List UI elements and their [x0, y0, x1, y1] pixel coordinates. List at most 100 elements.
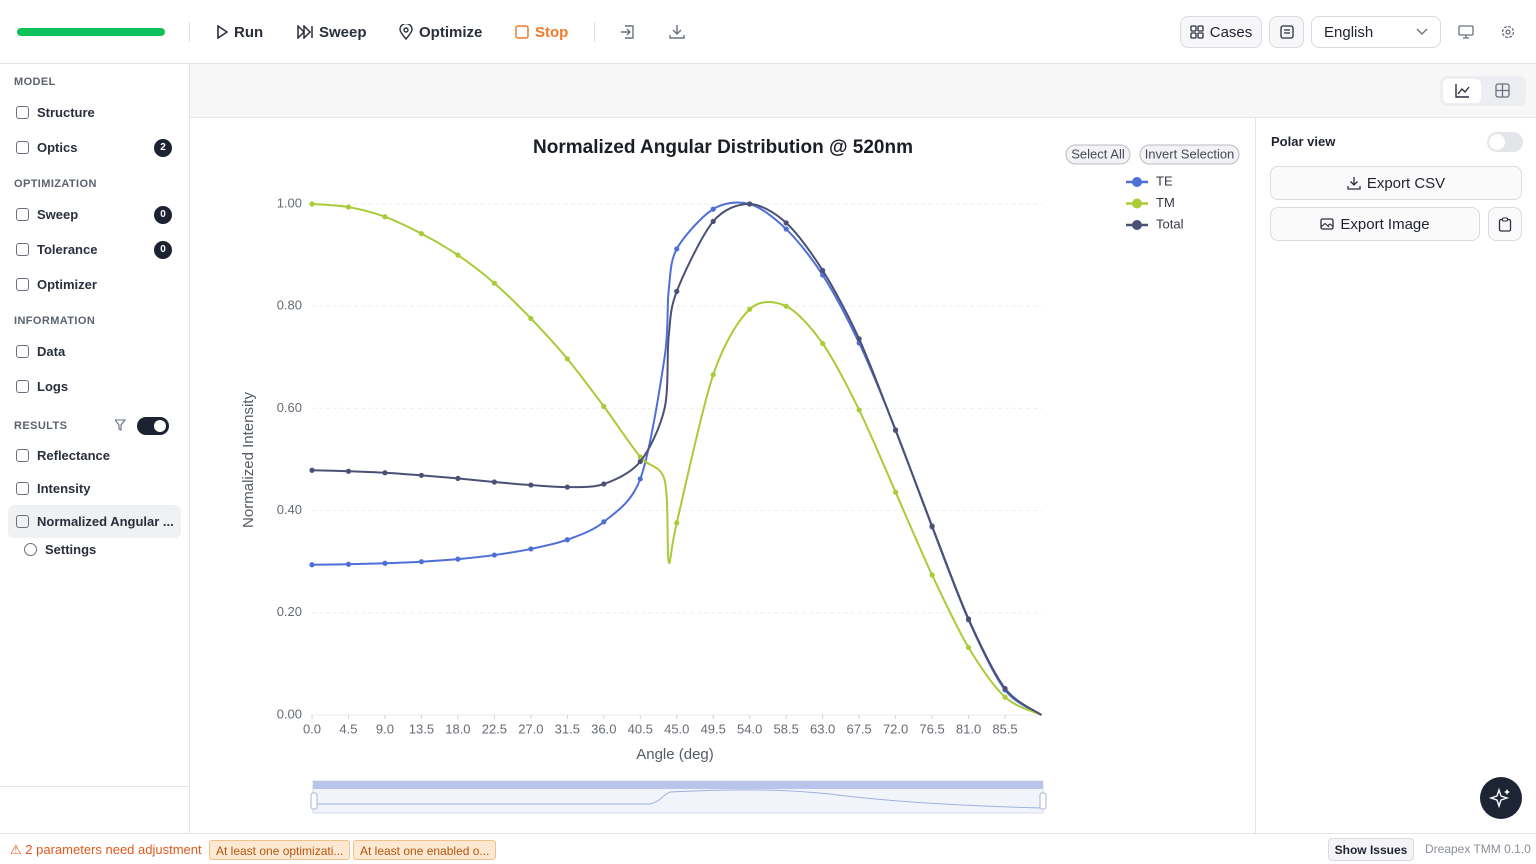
- filter-toggle[interactable]: [113, 416, 175, 436]
- data-point: [418, 559, 425, 565]
- nav-item[interactable]: Tolerance 0: [8, 232, 181, 267]
- status-bar: ⚠ 2 parameters need adjustment At least …: [0, 833, 1536, 864]
- notes-button[interactable]: [1269, 16, 1304, 48]
- data-point: [965, 644, 972, 651]
- y-tick-label: 0.80: [277, 298, 302, 313]
- export-csv-button[interactable]: Export CSV: [1270, 166, 1522, 200]
- legend-swatch-dot: [1132, 198, 1142, 209]
- optimize-button[interactable]: Optimize: [399, 20, 482, 44]
- legend-label: Total: [1156, 216, 1184, 231]
- data-point: [455, 252, 461, 258]
- nav-item[interactable]: Data: [8, 334, 181, 369]
- clipboard-icon: [1498, 216, 1512, 232]
- settings-button[interactable]: [1500, 24, 1516, 40]
- nav-item[interactable]: Optics 2: [8, 130, 181, 165]
- x-tick-label: 18.0: [445, 721, 470, 736]
- data-point: [710, 372, 716, 378]
- nav-label: Settings: [45, 542, 97, 557]
- nav-label: Normalized Angular ...: [37, 514, 174, 529]
- nav-item[interactable]: Logs: [8, 369, 181, 404]
- sidebar-section: INFORMATION Data Logs: [8, 311, 181, 404]
- import-button[interactable]: [620, 24, 636, 40]
- stop-icon: [515, 25, 529, 39]
- data-point: [528, 482, 534, 488]
- stop-button[interactable]: Stop: [515, 20, 568, 44]
- section-title: INFORMATION: [14, 315, 96, 327]
- data-point: [674, 246, 680, 252]
- data-point: [783, 226, 789, 232]
- section-title: MODEL: [14, 76, 56, 88]
- data-point: [564, 484, 570, 490]
- top-bar: Run Sweep Optimize Stop Cases English: [0, 0, 1536, 64]
- badge: 0: [154, 205, 172, 224]
- x-axis-label: Angle (deg): [636, 746, 714, 763]
- data-zoom[interactable]: [310, 780, 1047, 814]
- nav-label: Optimizer: [37, 277, 97, 292]
- nav-item[interactable]: Settings: [16, 532, 189, 567]
- nav-label: Structure: [37, 105, 95, 120]
- nav-icon: [16, 380, 29, 393]
- data-point: [455, 556, 461, 562]
- display-button[interactable]: [1458, 24, 1474, 40]
- table-view-button[interactable]: [1495, 83, 1511, 99]
- nav-icon: [16, 345, 29, 358]
- chart-view-icon: [1455, 84, 1470, 98]
- download-button[interactable]: [669, 24, 685, 40]
- polar-view-toggle[interactable]: [1487, 132, 1523, 152]
- chart-view-button[interactable]: [1443, 79, 1481, 103]
- nav-item[interactable]: Intensity: [8, 472, 181, 505]
- cases-button[interactable]: Cases: [1180, 16, 1262, 48]
- language-label: English: [1324, 23, 1374, 41]
- x-tick-label: 40.5: [628, 721, 653, 736]
- data-point: [856, 336, 862, 342]
- issue-tag[interactable]: At least one optimizati...: [209, 840, 351, 860]
- language-select[interactable]: English: [1311, 16, 1441, 48]
- legend-swatch-dot: [1132, 177, 1142, 187]
- stop-label: Stop: [535, 23, 569, 41]
- data-point: [345, 204, 352, 210]
- nav-item[interactable]: Reflectance: [8, 439, 181, 472]
- nav-label: Data: [37, 344, 66, 359]
- data-point: [309, 467, 315, 473]
- legend-label: TE: [1156, 173, 1173, 188]
- copy-button[interactable]: [1488, 207, 1522, 241]
- data-point: [674, 288, 680, 294]
- select-all-label: Select All: [1071, 146, 1125, 161]
- nav-item[interactable]: Structure: [8, 95, 181, 130]
- data-point: [637, 476, 643, 482]
- nav-icon: [16, 449, 29, 462]
- select-all-button[interactable]: Select All: [1065, 144, 1131, 165]
- data-point: [710, 206, 716, 212]
- data-point: [893, 489, 899, 495]
- nav-item[interactable]: Optimizer: [8, 267, 181, 302]
- nav-label: Reflectance: [37, 448, 110, 463]
- data-point: [382, 214, 388, 220]
- data-point: [893, 427, 899, 433]
- progress-bar: [17, 28, 165, 36]
- legend-label: TM: [1156, 195, 1175, 210]
- export-image-button[interactable]: Export Image: [1270, 207, 1480, 241]
- sweep-button[interactable]: Sweep: [297, 20, 367, 44]
- nav-icon: [16, 141, 29, 154]
- nav-item[interactable]: Sweep 0: [8, 197, 181, 232]
- invert-selection-button[interactable]: Invert Selection: [1139, 144, 1240, 165]
- data-point: [564, 537, 570, 543]
- data-point: [747, 306, 753, 312]
- show-issues-button[interactable]: Show Issues: [1328, 838, 1414, 861]
- run-button[interactable]: Run: [216, 20, 263, 44]
- nav-item[interactable]: Normalized Angular ...: [8, 505, 181, 538]
- chevron: [1416, 28, 1428, 35]
- data-point: [528, 315, 534, 322]
- warning[interactable]: ⚠ 2 parameters need adjustment: [10, 842, 202, 858]
- issue-tag[interactable]: At least one enabled o...: [353, 840, 497, 860]
- data-point: [637, 458, 643, 465]
- cases-label: Cases: [1209, 23, 1253, 41]
- data-point: [455, 475, 461, 482]
- data-point: [418, 472, 425, 478]
- sweep-label: Sweep: [319, 23, 367, 41]
- assistant-button[interactable]: [1480, 777, 1522, 819]
- data-point: [491, 552, 497, 558]
- nav-label: Logs: [37, 379, 69, 394]
- nav-icon: [16, 106, 29, 119]
